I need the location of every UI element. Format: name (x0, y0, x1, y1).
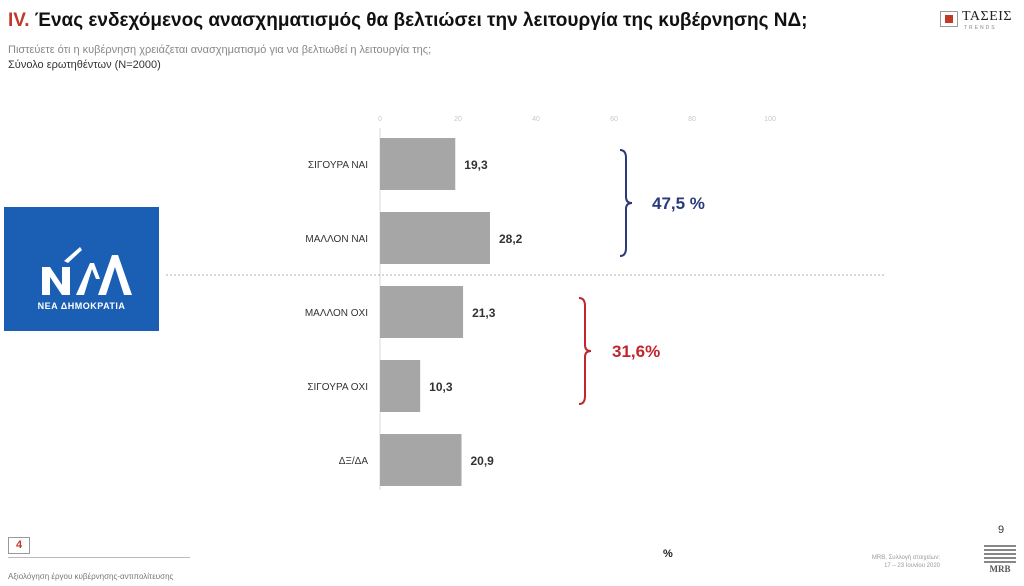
tasis-logo-sub: TRENDS (964, 25, 997, 31)
bar (380, 212, 490, 264)
value-label: 21,3 (472, 306, 496, 320)
page-title: IV. Ένας ενδεχόμενος ανασχηματισμός θα β… (8, 10, 808, 32)
x-tick-label: 60 (610, 116, 618, 123)
footer-text: Αξιολόγηση έργου κυβέρνησης-αντιπολίτευσ… (8, 572, 174, 581)
footer-divider (8, 557, 190, 558)
value-label: 28,2 (499, 232, 523, 246)
nd-emblem (42, 247, 132, 295)
x-tick-label: 100 (764, 116, 776, 123)
category-label: ΣΙΓΟΥΡΑ ΟΧΙ (307, 382, 368, 393)
bar (380, 360, 421, 412)
value-label: 19,3 (464, 158, 488, 172)
category-label: ΔΞ/ΔΑ (339, 456, 369, 467)
x-tick-label: 0 (378, 116, 382, 123)
source-line-2: 17 – 23 Ιουνίου 2020 (884, 563, 940, 569)
group-total-label: 47,5 % (652, 194, 705, 213)
value-label: 20,9 (471, 454, 495, 468)
value-label: 10,3 (429, 380, 453, 394)
x-tick-label: 20 (454, 116, 462, 123)
tasis-logo-mark (940, 11, 958, 27)
group-total-label: 31,6% (612, 342, 660, 361)
page-number: 9 (998, 524, 1005, 536)
bar (380, 286, 464, 338)
category-label: ΣΙΓΟΥΡΑ ΝΑΙ (308, 160, 368, 171)
nd-party-logo: ΝΕΑ ΔΗΜΟΚΡΑΤΙΑ (4, 207, 159, 331)
bar (380, 138, 456, 190)
nd-party-name: ΝΕΑ ΔΗΜΟΚΡΑΤΙΑ (37, 301, 126, 311)
mrb-logo: MRB (984, 545, 1016, 577)
tasis-logo-name: ΤΑΣΕΙΣ (962, 9, 1013, 24)
sample-base: Σύνολο ερωτηθέντων (N=2000) (8, 59, 161, 71)
x-tick-label: 40 (532, 116, 540, 123)
mrb-logo-bars (984, 545, 1016, 563)
mrb-logo-text: MRB (989, 564, 1011, 574)
question-text: Πιστεύετε ότι η κυβέρνηση χρειάζεται ανα… (8, 44, 432, 56)
source-line-1: MRB, Συλλογή στοιχείων: (871, 555, 940, 561)
category-label: ΜΑΛΛΟΝ ΝΑΙ (305, 234, 368, 245)
source-note: MRB, Συλλογή στοιχείων: 17 – 23 Ιουνίου … (810, 554, 940, 570)
bar (380, 434, 462, 486)
tasis-trends-logo: ΤΑΣΕΙΣ TRENDS (940, 9, 1016, 31)
group-bracket (578, 297, 592, 405)
category-label: ΜΑΛΛΟΝ ΟΧΙ (305, 308, 368, 319)
title-text: Ένας ενδεχόμενος ανασχηματισμός θα βελτι… (29, 10, 808, 31)
unit-label: % (663, 548, 673, 560)
slide-section-number: 4 (8, 537, 30, 554)
x-tick-label: 80 (688, 116, 696, 123)
group-bracket (619, 149, 633, 257)
section-number: IV. (8, 10, 30, 31)
